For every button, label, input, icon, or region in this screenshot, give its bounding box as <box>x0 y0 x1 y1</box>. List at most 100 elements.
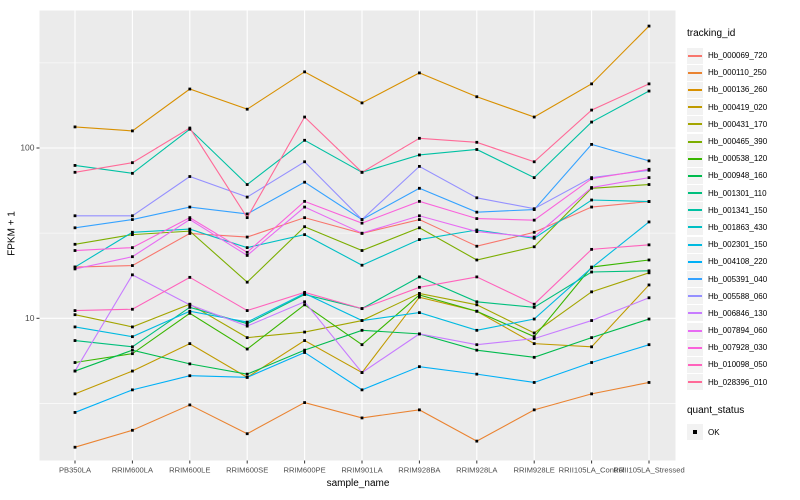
data-point <box>418 293 421 297</box>
legend-line-swatch <box>688 71 702 74</box>
data-point <box>303 401 306 404</box>
legend-key <box>687 47 703 64</box>
legend-line-swatch <box>688 123 702 126</box>
x-tick-label: RRIM600LE <box>169 466 210 475</box>
data-point <box>188 374 192 378</box>
data-point <box>360 101 364 105</box>
data-point <box>532 160 536 164</box>
data-point <box>532 115 536 119</box>
data-point <box>73 309 77 312</box>
data-point <box>303 160 306 164</box>
data-point <box>303 138 306 142</box>
data-point <box>245 322 249 326</box>
legend-key <box>687 305 703 322</box>
data-point <box>188 403 192 407</box>
data-point <box>647 89 651 93</box>
data-point <box>475 258 479 262</box>
data-point <box>73 361 77 364</box>
data-point <box>590 82 593 86</box>
data-point <box>188 227 192 231</box>
data-point <box>131 348 134 352</box>
legend-item-label: Hb_001341_150 <box>708 205 768 215</box>
legend-item-label: Hb_005588_060 <box>708 291 768 301</box>
data-point <box>360 307 364 311</box>
legend-key <box>687 150 703 167</box>
data-point <box>532 337 536 340</box>
data-point <box>647 296 651 300</box>
legend-key <box>687 288 703 305</box>
data-point <box>73 411 77 414</box>
data-point <box>303 300 306 304</box>
legend-item-Hb_001863_430: Hb_001863_430 <box>687 219 799 236</box>
legend-line-swatch <box>688 54 702 57</box>
legend-line-swatch <box>688 209 702 212</box>
data-point <box>245 375 249 379</box>
x-tick-label: RRIM901LA <box>341 466 383 475</box>
legend-line-swatch <box>688 329 702 332</box>
data-point <box>532 355 536 359</box>
x-tick-label: PB350LA <box>59 466 92 475</box>
data-point <box>360 231 364 235</box>
data-point <box>245 216 249 220</box>
legend-line-swatch <box>688 106 702 109</box>
data-point <box>418 332 421 336</box>
data-point <box>418 226 421 230</box>
legend-key <box>687 356 703 373</box>
data-point <box>188 218 192 221</box>
data-point <box>73 164 77 167</box>
x-tick-label: RRIM928BA <box>398 466 441 475</box>
data-point <box>73 325 77 329</box>
x-tick-label: RRII105LA_Stressed <box>613 466 684 475</box>
data-point <box>245 432 249 436</box>
data-point <box>245 235 249 239</box>
legend-line-swatch <box>688 312 702 315</box>
data-point <box>188 362 192 366</box>
legend-key <box>687 219 703 236</box>
data-point <box>303 351 306 354</box>
data-point <box>303 199 306 203</box>
legend-item-label: Hb_005391_040 <box>708 274 768 284</box>
legend-item-Hb_028396_010: Hb_028396_010 <box>687 374 799 391</box>
data-point <box>360 218 364 221</box>
data-point <box>188 342 192 346</box>
data-point <box>532 230 536 234</box>
data-point <box>418 186 421 190</box>
data-point <box>647 220 651 224</box>
legend-key <box>687 253 703 270</box>
data-point <box>131 352 134 356</box>
data-point <box>73 249 77 252</box>
data-point <box>188 305 192 309</box>
legend-key <box>687 271 703 288</box>
data-point <box>647 258 651 262</box>
y-tick-label: 100 <box>20 143 34 153</box>
data-point <box>418 71 421 75</box>
legend-line-swatch <box>688 381 702 384</box>
data-point <box>590 198 593 202</box>
data-point <box>73 226 77 230</box>
legend-item-label: Hb_000538_120 <box>708 154 768 164</box>
data-point <box>245 107 249 111</box>
data-point <box>418 285 421 289</box>
data-point <box>245 336 249 340</box>
legend-item-Hb_010098_050: Hb_010098_050 <box>687 356 799 373</box>
data-point <box>475 196 479 200</box>
data-point <box>418 214 421 218</box>
data-point <box>188 309 192 313</box>
legend-item-Hb_002301_150: Hb_002301_150 <box>687 236 799 253</box>
data-point <box>360 263 364 267</box>
data-point <box>73 242 77 246</box>
data-point <box>245 372 249 376</box>
data-point <box>73 125 77 129</box>
data-point <box>418 295 421 299</box>
legend-line-swatch <box>688 140 702 143</box>
data-point <box>360 388 364 392</box>
data-point <box>647 176 651 180</box>
data-point <box>418 408 421 412</box>
data-point <box>475 244 479 248</box>
legend-item-Hb_005588_060: Hb_005588_060 <box>687 288 799 305</box>
data-point <box>590 361 593 364</box>
legend-key <box>687 167 703 184</box>
data-point <box>475 230 479 233</box>
legend-line-swatch <box>688 260 702 263</box>
data-point <box>245 280 249 284</box>
